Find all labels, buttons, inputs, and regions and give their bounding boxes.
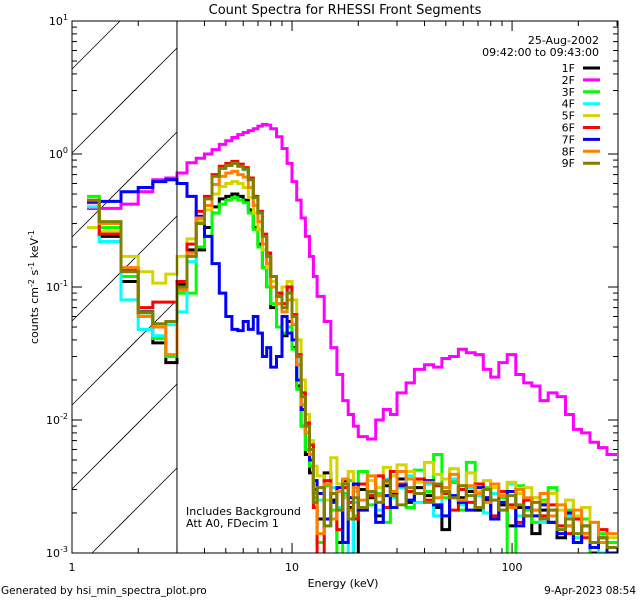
x-tick-label: 100 [502,561,523,574]
x-axis-label: Energy (keV) [308,577,379,590]
annotation-background: Includes Background [186,505,301,518]
y-label-text: counts cm [28,287,41,344]
y-tick-label: 10-1 [46,279,68,294]
annotation-attenuator: Att A0, FDecim 1 [186,517,279,530]
series-line-9F [87,161,617,549]
axes: 1 10 100 101 100 10-1 10-2 10-3 [46,13,619,574]
hatch-line [71,47,178,154]
y-tick-label: 10-2 [46,412,68,427]
legend-label-6F: 6F [562,122,575,135]
footer-timestamp: 9-Apr-2023 08:54 [544,585,636,597]
chart-title: Count Spectra for RHESSI Front Segments [209,3,482,18]
time-range-label: 09:42:00 to 09:43:00 [482,46,599,59]
legend-label-8F: 8F [562,145,575,158]
legend-label-1F: 1F [562,62,575,75]
y-tick-label: 101 [49,13,68,28]
series-line-2F [87,122,617,456]
x-tick-label: 10 [285,561,299,574]
series-line-8F [87,169,617,544]
hatch-line [71,383,178,490]
hatch-line [91,467,178,554]
y-label-text: keV [28,238,41,262]
hatch-line [71,299,178,406]
y-axis-label: counts cm-2 s-1 keV-1 [27,230,41,344]
series-line-3F [87,194,617,553]
y-label-text: s [28,269,41,278]
legend-label-2F: 2F [562,74,575,87]
y-tick-label: 100 [49,146,68,161]
legend-label-7F: 7F [562,133,575,146]
x-tick-label: 1 [69,561,76,574]
hatch-line [71,131,178,238]
plot-frame [71,20,619,554]
series-group [87,122,617,553]
legend-label-9F: 9F [562,157,575,170]
legend-label-5F: 5F [562,110,575,123]
footer-generated-by: Generated by hsi_min_spectra_plot.pro [1,585,207,597]
y-tick-label: 10-3 [46,545,68,560]
date-label: 25-Aug-2002 [528,34,599,47]
y-label-exponent: -2 [27,279,36,287]
y-label-exponent: -1 [27,262,36,270]
hatch-line [71,20,121,70]
legend-label-4F: 4F [562,98,575,111]
legend-label-3F: 3F [562,86,575,99]
hatched-region [71,20,178,554]
y-label-exponent: -1 [27,230,36,238]
